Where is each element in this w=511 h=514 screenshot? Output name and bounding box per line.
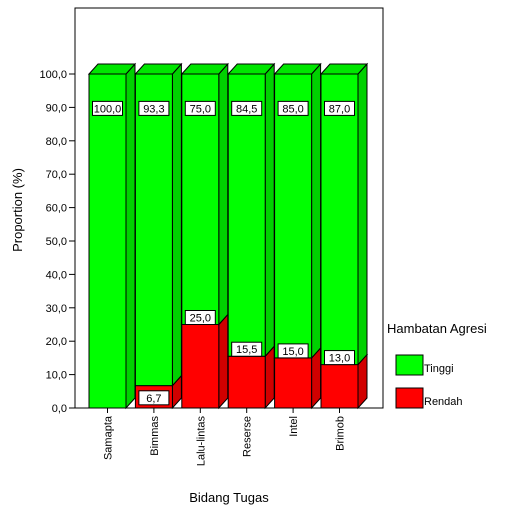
x-tick-label: Lalu-lintas <box>195 416 207 467</box>
x-tick-label: Brimob <box>335 416 347 451</box>
data-label: 84,5 <box>236 103 257 115</box>
bar-rendah <box>181 324 220 409</box>
y-tick-label: 10,0 <box>46 370 67 382</box>
data-label: 6,7 <box>146 393 161 405</box>
data-label-box <box>277 100 309 116</box>
bar-side-tinggi <box>357 62 368 366</box>
bar-side-tinggi <box>264 62 275 358</box>
bar-rendah <box>227 355 266 409</box>
bar-side-rendah <box>218 313 229 410</box>
data-label-box <box>92 100 123 116</box>
data-label-box <box>138 390 170 406</box>
bar-tinggi <box>88 73 127 409</box>
legend-swatch-rendah <box>395 387 424 409</box>
bar-tinggi <box>134 73 173 387</box>
y-axis-title: Proportion (%) <box>10 168 25 252</box>
data-label: 87,0 <box>329 103 350 115</box>
legend-swatch-tinggi <box>395 354 424 376</box>
x-tick-label: Bimmas <box>149 416 161 456</box>
legend: Hambatan Agresi Tinggi Rendah <box>387 321 487 409</box>
y-tick-label: 80,0 <box>46 136 67 148</box>
data-label: 85,0 <box>282 103 303 115</box>
bar-side-tinggi <box>311 62 322 360</box>
legend-label-rendah: Rendah <box>424 396 463 408</box>
data-label-box <box>231 341 263 357</box>
bar-side-tinggi <box>218 62 229 326</box>
data-label: 75,0 <box>190 103 211 115</box>
bar-tinggi <box>227 73 266 357</box>
data-label-box <box>324 350 355 366</box>
y-tick-label: 50,0 <box>46 236 67 248</box>
y-tick-label: 0,0 <box>52 403 67 415</box>
data-label: 15,0 <box>282 346 303 358</box>
data-label-box <box>324 100 355 116</box>
bar-side-tinggi <box>171 62 182 387</box>
y-tick-label: 30,0 <box>46 303 67 315</box>
data-label-box <box>231 100 263 116</box>
data-label-box <box>138 100 170 116</box>
x-axis: Samapta Bimmas Lalu-lintas Reserse Intel Brim… <box>103 408 347 466</box>
bar-side-tinggi <box>125 62 136 410</box>
data-label: 13,0 <box>329 353 350 365</box>
data-label: 93,3 <box>143 103 164 115</box>
data-label-box <box>277 343 309 359</box>
x-tick-label: Reserse <box>242 416 254 457</box>
y-tick-label: 100,0 <box>39 69 67 81</box>
bar-tinggi <box>274 73 313 359</box>
x-tick-label: Intel <box>288 416 300 437</box>
y-axis: 0,0 10,0 20,0 30,0 40,0 50,0 60,0 70,0 80,0 90,0 1… <box>39 69 75 415</box>
bar-tinggi <box>320 73 359 366</box>
data-label-box <box>184 310 216 325</box>
y-tick-label: 60,0 <box>46 203 67 215</box>
y-tick-label: 20,0 <box>46 336 67 348</box>
data-label: 15,5 <box>236 344 257 356</box>
y-tick-label: 70,0 <box>46 169 67 181</box>
bar-rendah <box>320 364 359 409</box>
x-tick-label: Samapta <box>103 415 115 460</box>
y-tick-label: 90,0 <box>46 102 67 114</box>
data-label-box <box>184 100 216 116</box>
legend-label-tinggi: Tinggi <box>424 363 454 375</box>
bar-rendah <box>274 357 313 409</box>
data-label: 100,0 <box>94 103 122 115</box>
bars-layer: 100,0 6,7 93,3 25,0 75,0 15,5 84,5 15,0 85,0 13,0… <box>87 62 369 410</box>
y-tick-label: 40,0 <box>46 269 67 281</box>
legend-title: Hambatan Agresi <box>387 321 487 336</box>
x-axis-title: Bidang Tugas <box>189 490 269 505</box>
data-label: 25,0 <box>190 313 211 325</box>
bar-side-rendah <box>264 344 275 410</box>
